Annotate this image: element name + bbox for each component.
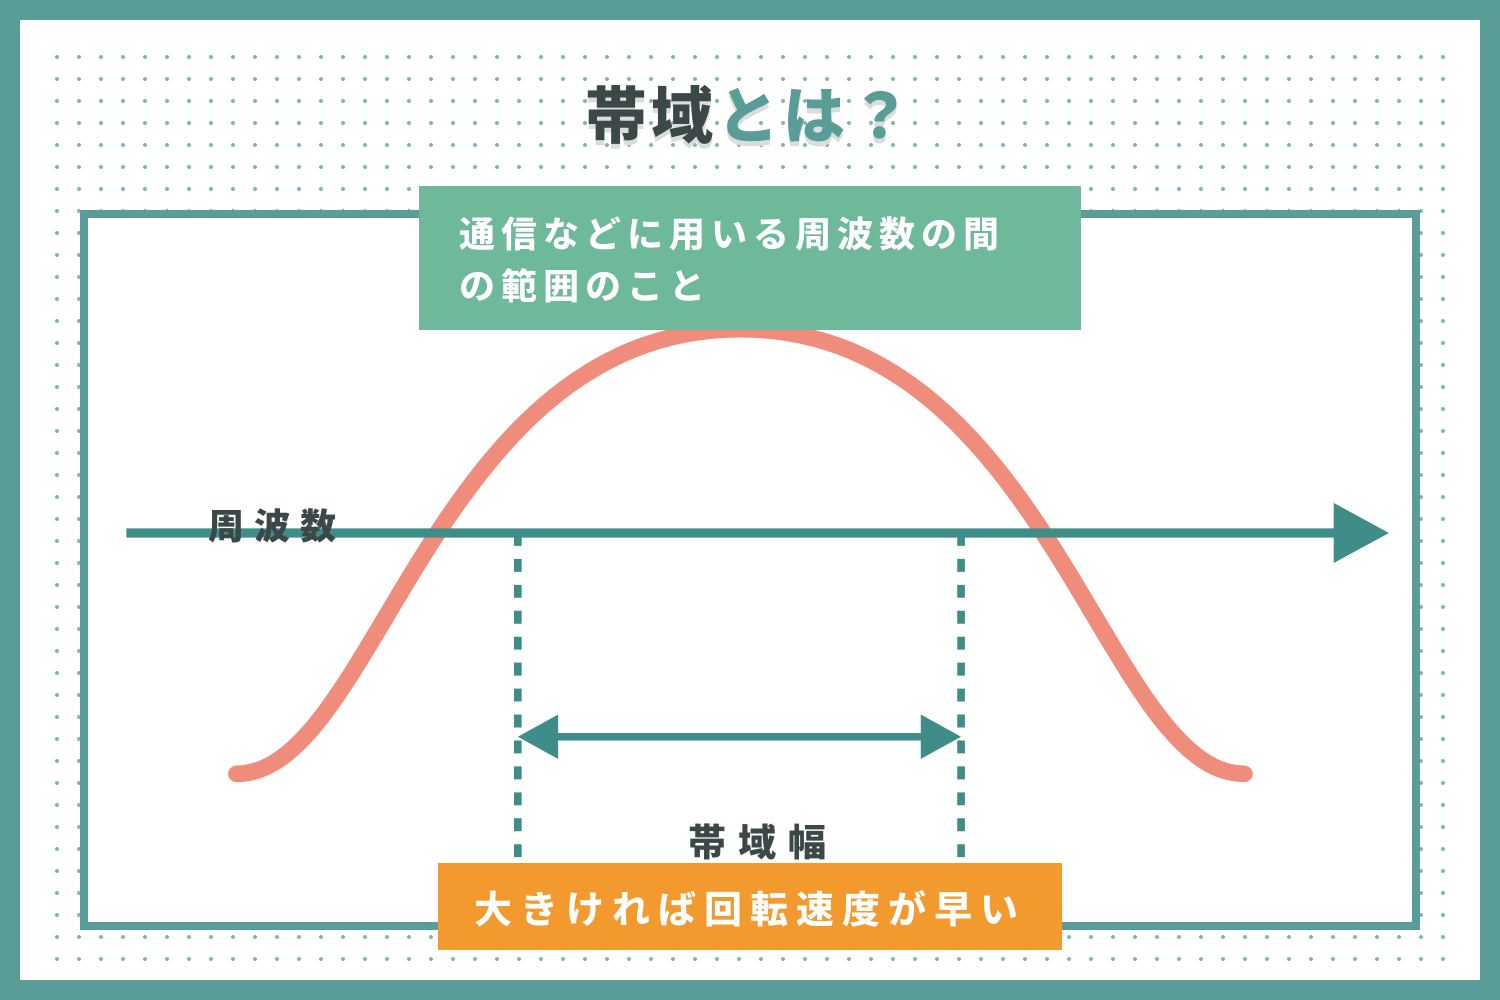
axis-arrowhead-icon (1334, 503, 1389, 563)
bell-curve (237, 329, 1244, 774)
bandwidth-label: 帯域幅 (688, 812, 838, 867)
bandwidth-arrow-right-icon (921, 715, 961, 759)
title-part1: 帯域 (585, 66, 717, 156)
conclusion-banner: 大きければ回転速度が早い (438, 863, 1062, 950)
outer-frame: 帯域とは？ 帯域とは？ 通信などに用いる周波数の間の範囲のこと 周波数 帯域幅 … (0, 0, 1500, 1000)
title-part2: とは？ (717, 66, 915, 156)
bandwidth-arrow-left-icon (518, 715, 558, 759)
frequency-axis-label: 周波数 (208, 498, 346, 550)
inner-diagram-box: 通信などに用いる周波数の間の範囲のこと 周波数 帯域幅 大きければ回転速度が早い (80, 210, 1420, 930)
definition-banner: 通信などに用いる周波数の間の範囲のこと (419, 186, 1081, 330)
